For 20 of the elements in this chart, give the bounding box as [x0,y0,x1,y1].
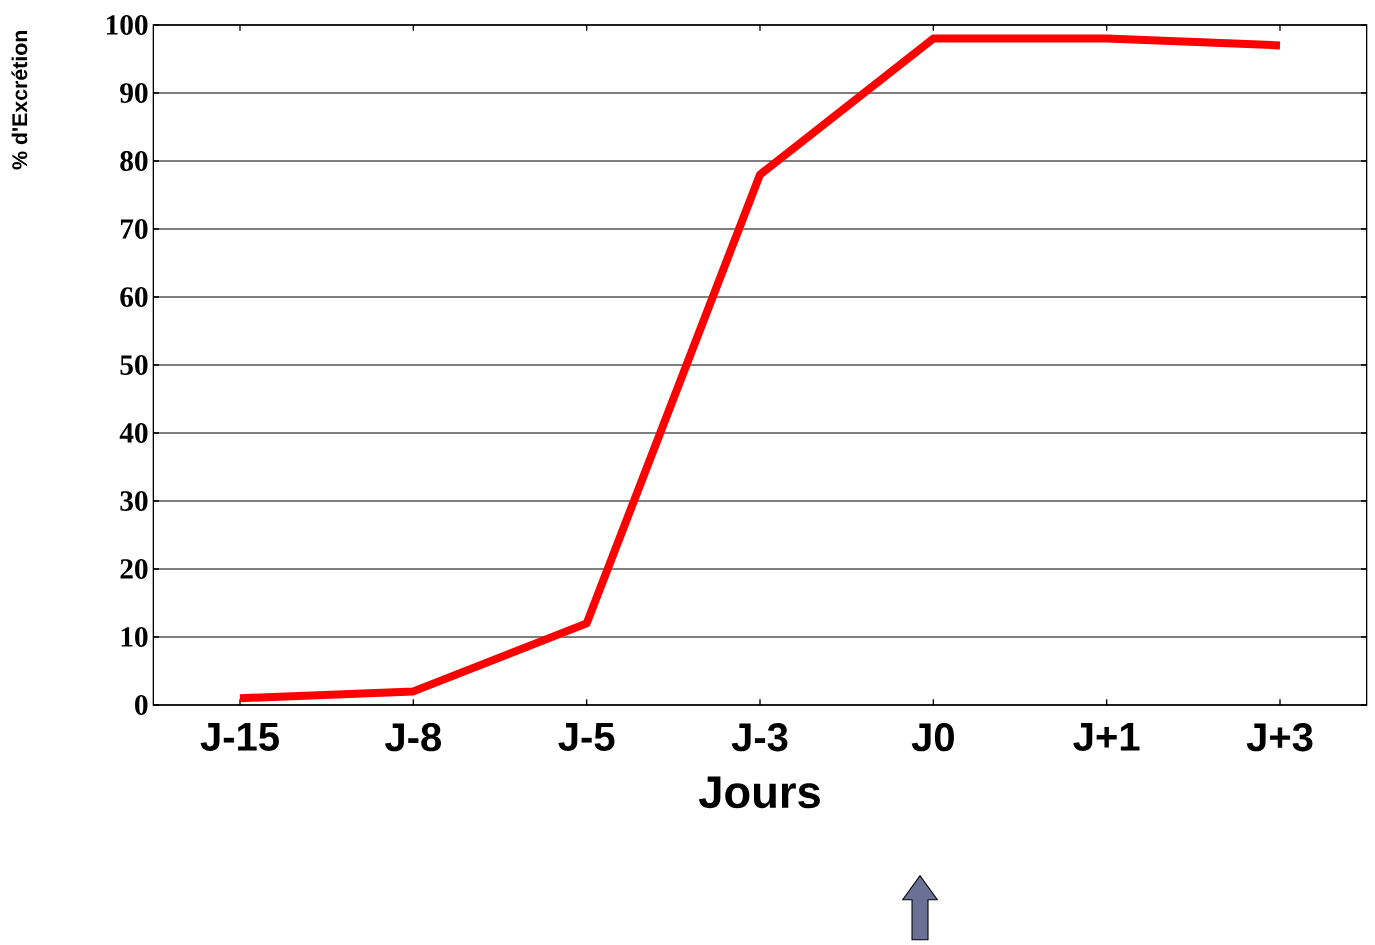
y-tick-label: 70 [120,219,148,239]
x-tick-label: J+1 [1073,723,1140,751]
y-tick-label: 90 [120,83,148,103]
y-tick-label: 20 [120,559,148,579]
y-tick-label: 10 [121,627,148,647]
x-tick-label: J-8 [385,723,441,752]
y-tick-label: 50 [120,355,148,375]
x-tick-label: J-15 [200,723,279,751]
x-tick-label: J+3 [1246,723,1313,752]
y-axis-title: % d'Excrétion [11,31,28,170]
y-tick-label: 0 [135,695,148,715]
x-tick-label: J-3 [731,723,788,752]
y-tick-label: 60 [120,287,148,307]
x-tick-label: J-5 [558,723,615,751]
y-tick-label: 30 [120,491,148,511]
y-tick-label: 80 [120,151,148,171]
x-axis-title: Jours [698,776,820,809]
x-tick-label: J0 [911,723,954,752]
y-tick-label: 100 [106,15,148,35]
y-tick-label: 40 [119,423,148,443]
